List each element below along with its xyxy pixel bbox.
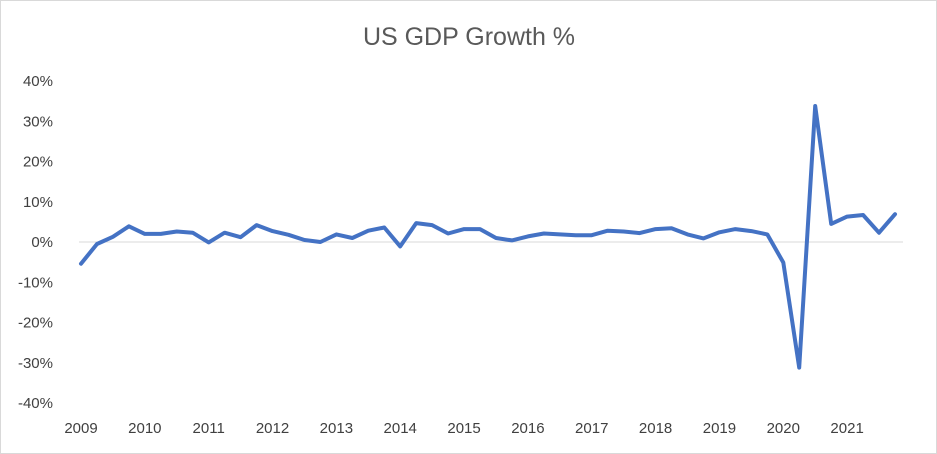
data-point (702, 236, 706, 240)
data-point (430, 223, 434, 227)
data-point (765, 232, 769, 236)
data-point (446, 232, 450, 236)
x-tick-label: 2010 (128, 420, 161, 437)
y-tick-label: 10% (23, 194, 53, 211)
data-point (781, 261, 785, 265)
x-tick-label: 2014 (384, 420, 417, 437)
data-point (893, 212, 897, 216)
data-point (510, 238, 514, 242)
y-tick-label: 30% (23, 113, 53, 130)
data-point (191, 231, 195, 235)
data-point (350, 236, 354, 240)
data-point (686, 232, 690, 236)
y-tick-label: -40% (18, 395, 53, 412)
x-tick-label: 2017 (575, 420, 608, 437)
series-line-us-gdp-growth (79, 104, 897, 370)
data-point (542, 232, 546, 236)
data-point (255, 223, 259, 227)
data-point (318, 240, 322, 244)
data-point (334, 232, 338, 236)
data-point (239, 235, 243, 239)
data-point (526, 234, 530, 238)
data-point (159, 232, 163, 236)
data-point (749, 229, 753, 233)
data-point (622, 230, 626, 234)
data-point (127, 224, 131, 228)
data-point (95, 242, 99, 246)
data-point (398, 244, 402, 248)
y-tick-label: 40% (23, 73, 53, 90)
x-tick-label: 2013 (320, 420, 353, 437)
data-point (414, 221, 418, 225)
data-point (797, 366, 801, 370)
y-axis-tick-labels: 40% 30% 20% 10% 0% -10% -20% -30% -40% (18, 73, 53, 412)
x-tick-label: 2019 (703, 420, 736, 437)
data-point (590, 233, 594, 237)
data-point (654, 227, 658, 231)
data-point (494, 236, 498, 240)
data-point (478, 227, 482, 231)
data-point (111, 235, 115, 239)
data-point (813, 104, 817, 108)
data-point (303, 238, 307, 242)
x-tick-label: 2009 (64, 420, 97, 437)
data-point (462, 227, 466, 231)
data-point (638, 231, 642, 235)
y-tick-label: -20% (18, 315, 53, 332)
x-tick-label: 2021 (830, 420, 863, 437)
data-point (382, 226, 386, 230)
data-point (606, 229, 610, 233)
data-point (287, 233, 291, 237)
x-tick-label: 2012 (256, 420, 289, 437)
data-point (558, 232, 562, 236)
x-axis-tick-labels: 2009 2010 2011 2012 2013 2014 2015 2016 2017 2018… (64, 420, 863, 437)
data-point (829, 222, 833, 226)
x-tick-label: 2020 (767, 420, 800, 437)
chart-title: US GDP Growth % (363, 23, 575, 51)
data-point (366, 229, 370, 233)
data-point (845, 215, 849, 219)
y-tick-label: -10% (18, 274, 53, 291)
y-tick-label: 0% (31, 234, 53, 251)
data-point (175, 230, 179, 234)
data-point (733, 227, 737, 231)
data-point (223, 231, 227, 235)
data-point (877, 231, 881, 235)
data-point (207, 240, 211, 244)
y-tick-label: -30% (18, 355, 53, 372)
data-point (861, 213, 865, 217)
data-point (271, 229, 275, 233)
data-point (670, 226, 674, 230)
x-tick-label: 2015 (447, 420, 480, 437)
data-point (143, 232, 147, 236)
data-point (574, 233, 578, 237)
y-tick-label: 20% (23, 154, 53, 171)
x-tick-label: 2018 (639, 420, 672, 437)
x-tick-label: 2011 (193, 420, 225, 437)
x-tick-label: 2016 (511, 420, 544, 437)
data-point (79, 262, 83, 266)
data-point (717, 230, 721, 234)
